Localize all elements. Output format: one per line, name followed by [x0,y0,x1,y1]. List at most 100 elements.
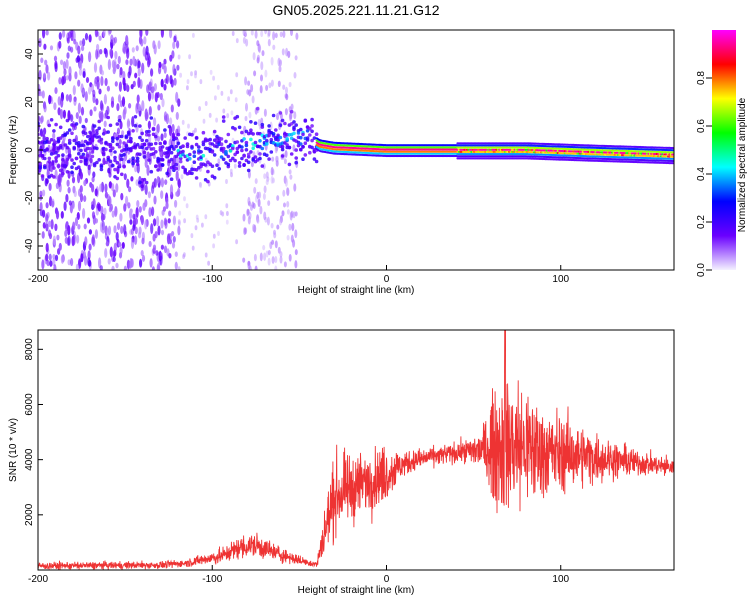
spectrogram-cell [88,130,92,135]
spectrogram-cell [274,240,278,249]
spectrogram-cell [284,150,288,158]
spectrogram-cell [59,174,63,184]
spectrogram-cell [42,209,46,218]
spectrogram-cell [219,210,223,216]
spectrogram-cell [265,142,269,146]
spectrogram-cell [268,82,272,89]
spectrogram-cell [222,108,226,114]
spectrogram-cell [138,104,142,112]
spectrogram-cell [163,58,167,65]
spectrogram-cell [249,150,253,154]
spectrogram-cell [148,207,152,218]
spectrogram-cell [83,179,87,187]
spectrogram-cell [122,152,126,157]
spectrogram-cell [131,156,135,160]
spectrogram-cell [149,142,154,147]
spectrogram-cell [129,136,133,141]
spectrogram-cell [294,123,299,127]
spectrogram-cell [65,118,70,123]
spectrogram-cell [134,165,138,173]
spectrogram-cell [294,55,298,61]
spectrogram-cell [132,55,136,66]
spectrogram-cell [123,46,127,55]
spectrogram-cell [258,191,262,199]
spectrogram-cell [72,234,76,246]
spectrogram-cell [274,145,278,154]
spectrogram-cell [157,225,161,236]
spectrogram-cell [122,77,126,86]
spectrogram-cell [122,164,126,169]
spectrogram-cell [183,196,186,202]
spectrogram-cell [293,183,297,192]
spectrogram-cell [65,157,70,162]
spectrogram-cell [230,172,233,178]
colorbar-tick-label: 0.6 [696,119,707,133]
spectrogram-cell [117,118,122,123]
spectrogram-cell [283,261,287,268]
spectrogram-cell [126,159,131,164]
spectrogram-cell [103,207,107,216]
spectrogram-cell [174,136,178,141]
spectrogram-cell [99,100,104,111]
spectrogram-cell [154,164,158,168]
spectrogram-cell [279,251,283,258]
spectrogram-cell [111,139,115,144]
spectrogram-cell [87,257,91,267]
spectrogram-cell [77,79,81,87]
spectrogram-cell [111,136,115,141]
spectrogram-cell [115,262,119,269]
spectrogram-cell [91,176,95,183]
spectrogram-cell [240,148,244,153]
spectrogram-cell [160,229,165,236]
spectrogram-cell [77,45,81,55]
spectrogram-cell [160,78,164,88]
spectrogram-cell [100,70,105,76]
spectrogram-cell [267,30,271,37]
spectrogram-cell [261,50,265,57]
spectrogram-cell [61,158,65,162]
spectrogram-cell [263,173,267,180]
spectrogram-cell [214,95,217,101]
spectrogram-cell [253,70,257,77]
spectrogram-cell [192,150,197,154]
spectrogram-cell [179,72,183,78]
spectrogram-cell [212,243,216,249]
spectrogram-cell [96,43,100,51]
spectrogram-cell [70,165,74,169]
spectrogram-cell [289,152,294,156]
spectrogram-cell [181,144,185,148]
spectrogram-cell [308,126,312,131]
spectrogram-cell [84,91,88,102]
spectrogram-cell [153,117,157,127]
spectrogram-cell [114,81,118,87]
spectrogram-cell [271,256,275,264]
spectrogram-cell [77,200,82,212]
spectrogram-cell [273,232,277,239]
spectrogram-cell [204,252,208,258]
spectrogram-cell [152,244,157,252]
spectrogram-cell [292,239,296,248]
spectrogram-cell [188,156,192,161]
spectrogram-cell [140,215,144,226]
spectrogram-cell [104,160,108,165]
spectrogram-cell [68,93,72,103]
spectrogram-cell [172,235,176,243]
spectrogram-cell [99,167,104,172]
snr-ytick-label: 6000 [24,393,35,416]
spectrogram-cell [235,72,239,78]
spectrogram-cell [87,165,91,176]
spectrogram-cell [221,157,226,162]
spectrogram-cell [141,254,146,262]
spectrogram-cell [150,223,154,235]
spectrogram-cell [167,124,172,129]
spectrogram-cell [225,219,229,225]
spectrogram-cell [235,38,239,44]
spectrogram-cell [66,179,70,187]
spectrogram-cell [57,96,61,106]
spectrogram-cell [174,154,178,159]
spectrogram-cell [264,30,268,35]
spectrogram-cell [161,98,165,108]
spectrogram-cell [293,111,297,120]
spectrogram-cell [265,84,269,91]
spectrogram-cell [66,52,70,59]
